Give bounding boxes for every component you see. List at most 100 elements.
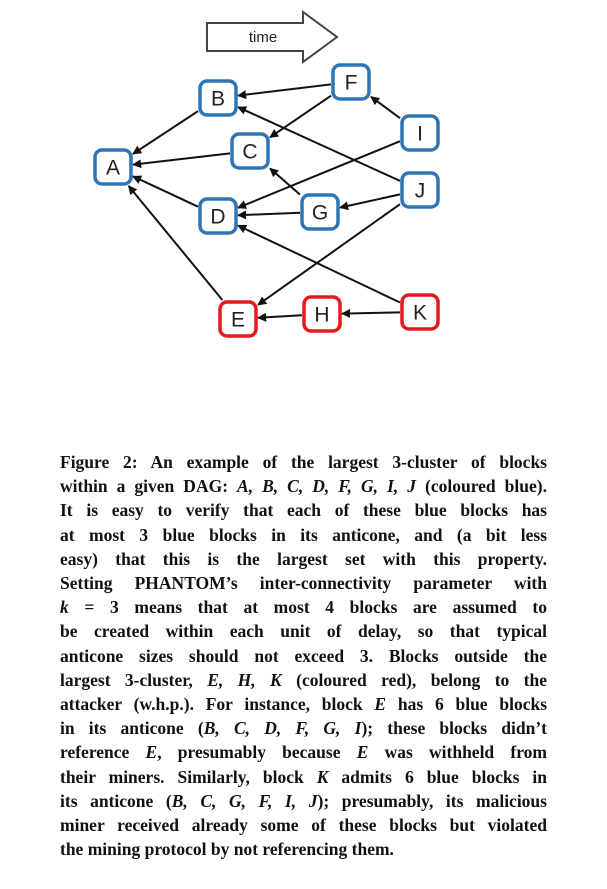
block-h-label: H bbox=[314, 304, 329, 327]
caption-line: reference E, presumably because E was wi… bbox=[60, 740, 547, 764]
caption-line: Figure 2: An example of the largest 3-cl… bbox=[60, 450, 547, 474]
caption-line: at most 3 blue blocks in its anticone, a… bbox=[60, 523, 547, 547]
edge-e-to-a bbox=[127, 185, 224, 301]
caption-text: attacker (w.h.p.). For instance, block bbox=[60, 694, 375, 715]
edge-i-to-d bbox=[237, 140, 401, 209]
block-c: C bbox=[230, 132, 270, 170]
caption-text: the mining protocol by not referencing t… bbox=[60, 839, 394, 860]
block-g-box bbox=[300, 193, 340, 231]
figure-caption: Figure 2: An example of the largest 3-cl… bbox=[60, 450, 547, 861]
edge-b-to-a bbox=[132, 110, 199, 155]
caption-text: easy) that this is the largest set with … bbox=[60, 548, 547, 569]
caption-line: attacker (w.h.p.). For instance, block E… bbox=[60, 692, 547, 716]
node-layer: A B C D E F G H I J K bbox=[93, 63, 440, 338]
caption-text: within a given DAG: bbox=[60, 476, 238, 497]
edge-h-to-e bbox=[257, 312, 303, 322]
caption-line: within a given DAG: A, B, C, D, F, G, I,… bbox=[60, 474, 547, 498]
edge-k-to-d bbox=[237, 224, 401, 304]
caption-line: their miners. Similarly, block K admits … bbox=[60, 765, 547, 789]
block-a-box bbox=[93, 148, 133, 186]
caption-text: ); presumably, its malicious bbox=[317, 790, 547, 811]
edge-k-to-h bbox=[341, 308, 401, 318]
block-i: I bbox=[400, 114, 440, 152]
caption-text: was withheld from bbox=[368, 742, 547, 763]
edge-j-to-g bbox=[339, 193, 401, 211]
edge-j-to-b bbox=[237, 106, 401, 182]
block-h-box bbox=[302, 295, 342, 333]
caption-math: B, C, D, F, G, I bbox=[203, 718, 362, 739]
block-b-box bbox=[198, 79, 238, 117]
edge-g-to-d bbox=[237, 210, 301, 220]
block-e: E bbox=[218, 300, 258, 338]
block-d: D bbox=[198, 197, 238, 235]
caption-math: E, H, K bbox=[207, 669, 282, 690]
edge-g-to-c bbox=[269, 167, 301, 196]
caption-line: the mining protocol by not referencing t… bbox=[60, 837, 547, 861]
caption-text: , presumably because bbox=[157, 742, 357, 763]
edge-f-to-c bbox=[269, 94, 332, 139]
caption-line: Setting PHANTOM’s inter-connectivity par… bbox=[60, 571, 547, 595]
caption-line: its anticone (B, C, G, F, I, J); presuma… bbox=[60, 789, 547, 813]
caption-line: in its anticone (B, C, D, F, G, I); thes… bbox=[60, 716, 547, 740]
caption-text: at most 3 blue blocks in its anticone, a… bbox=[60, 524, 547, 545]
edge-d-to-a bbox=[132, 175, 199, 208]
caption-math: E bbox=[356, 742, 369, 763]
block-i-label: I bbox=[417, 123, 423, 146]
block-b-label: B bbox=[211, 88, 225, 111]
caption-text: ); these blocks didn’t bbox=[361, 718, 547, 739]
block-e-box bbox=[218, 300, 258, 338]
caption-math: B, C, G, F, I, J bbox=[171, 790, 318, 811]
caption-math: A, B, C, D, F, G, I, J bbox=[237, 476, 417, 497]
block-f: F bbox=[331, 63, 371, 101]
caption-text: miner received already some of these blo… bbox=[60, 815, 547, 836]
edge-i-to-f bbox=[370, 95, 401, 120]
block-f-label: F bbox=[345, 72, 358, 95]
block-k-box bbox=[400, 293, 440, 331]
caption-line: largest 3-cluster, E, H, K (coloured red… bbox=[60, 668, 547, 692]
caption-text: their miners. Similarly, block bbox=[60, 766, 317, 787]
block-k: K bbox=[400, 293, 440, 331]
caption-text: anticone sizes should not exceed 3. Bloc… bbox=[60, 645, 547, 666]
caption-text: (coloured red), belong to the bbox=[281, 669, 547, 690]
caption-text: (coloured blue). bbox=[416, 476, 547, 497]
caption-text: be created within each unit of delay, so… bbox=[60, 621, 547, 642]
caption-line: be created within each unit of delay, so… bbox=[60, 619, 547, 643]
caption-text: in its anticone ( bbox=[60, 718, 204, 739]
block-j-box bbox=[400, 171, 440, 209]
edge-j-to-e bbox=[257, 203, 401, 306]
block-c-box bbox=[230, 132, 270, 170]
caption-line: anticone sizes should not exceed 3. Bloc… bbox=[60, 644, 547, 668]
block-d-label: D bbox=[210, 206, 225, 229]
caption-text: It is easy to verify that each of these … bbox=[60, 500, 547, 521]
caption-line: k = 3 means that at most 4 blocks are as… bbox=[60, 595, 547, 619]
caption-text: admits 6 blue blocks in bbox=[328, 766, 547, 787]
time-arrow-shape bbox=[206, 10, 339, 64]
caption-math: E bbox=[145, 742, 158, 763]
block-e-label: E bbox=[231, 309, 245, 332]
block-a: A bbox=[93, 148, 133, 186]
caption-text: Figure 2: An example of the largest 3-cl… bbox=[60, 452, 547, 472]
block-j-label: J bbox=[415, 180, 426, 203]
caption-text: has 6 blue blocks bbox=[386, 694, 548, 715]
block-c-label: C bbox=[242, 141, 257, 164]
caption-text: reference bbox=[60, 742, 146, 763]
block-g: G bbox=[300, 193, 340, 231]
edge-f-to-b bbox=[237, 83, 332, 100]
caption-line: easy) that this is the largest set with … bbox=[60, 547, 547, 571]
caption-math: E bbox=[374, 694, 387, 715]
block-f-box bbox=[331, 63, 371, 101]
edge-layer bbox=[127, 83, 401, 322]
caption-text: largest 3-cluster, bbox=[60, 669, 208, 690]
caption-text: its anticone ( bbox=[60, 790, 172, 811]
block-g-label: G bbox=[312, 202, 328, 225]
caption-math: K bbox=[316, 766, 329, 787]
block-b: B bbox=[198, 79, 238, 117]
caption-text: = 3 means that at most 4 blocks are assu… bbox=[68, 597, 547, 618]
time-arrow: time bbox=[206, 10, 339, 64]
dag-figure: time A B C D E F G H I J K bbox=[93, 10, 440, 338]
block-d-box bbox=[198, 197, 238, 235]
caption-line: It is easy to verify that each of these … bbox=[60, 498, 547, 522]
block-j: J bbox=[400, 171, 440, 209]
caption-math: k bbox=[60, 597, 69, 618]
edge-c-to-a bbox=[132, 152, 231, 169]
